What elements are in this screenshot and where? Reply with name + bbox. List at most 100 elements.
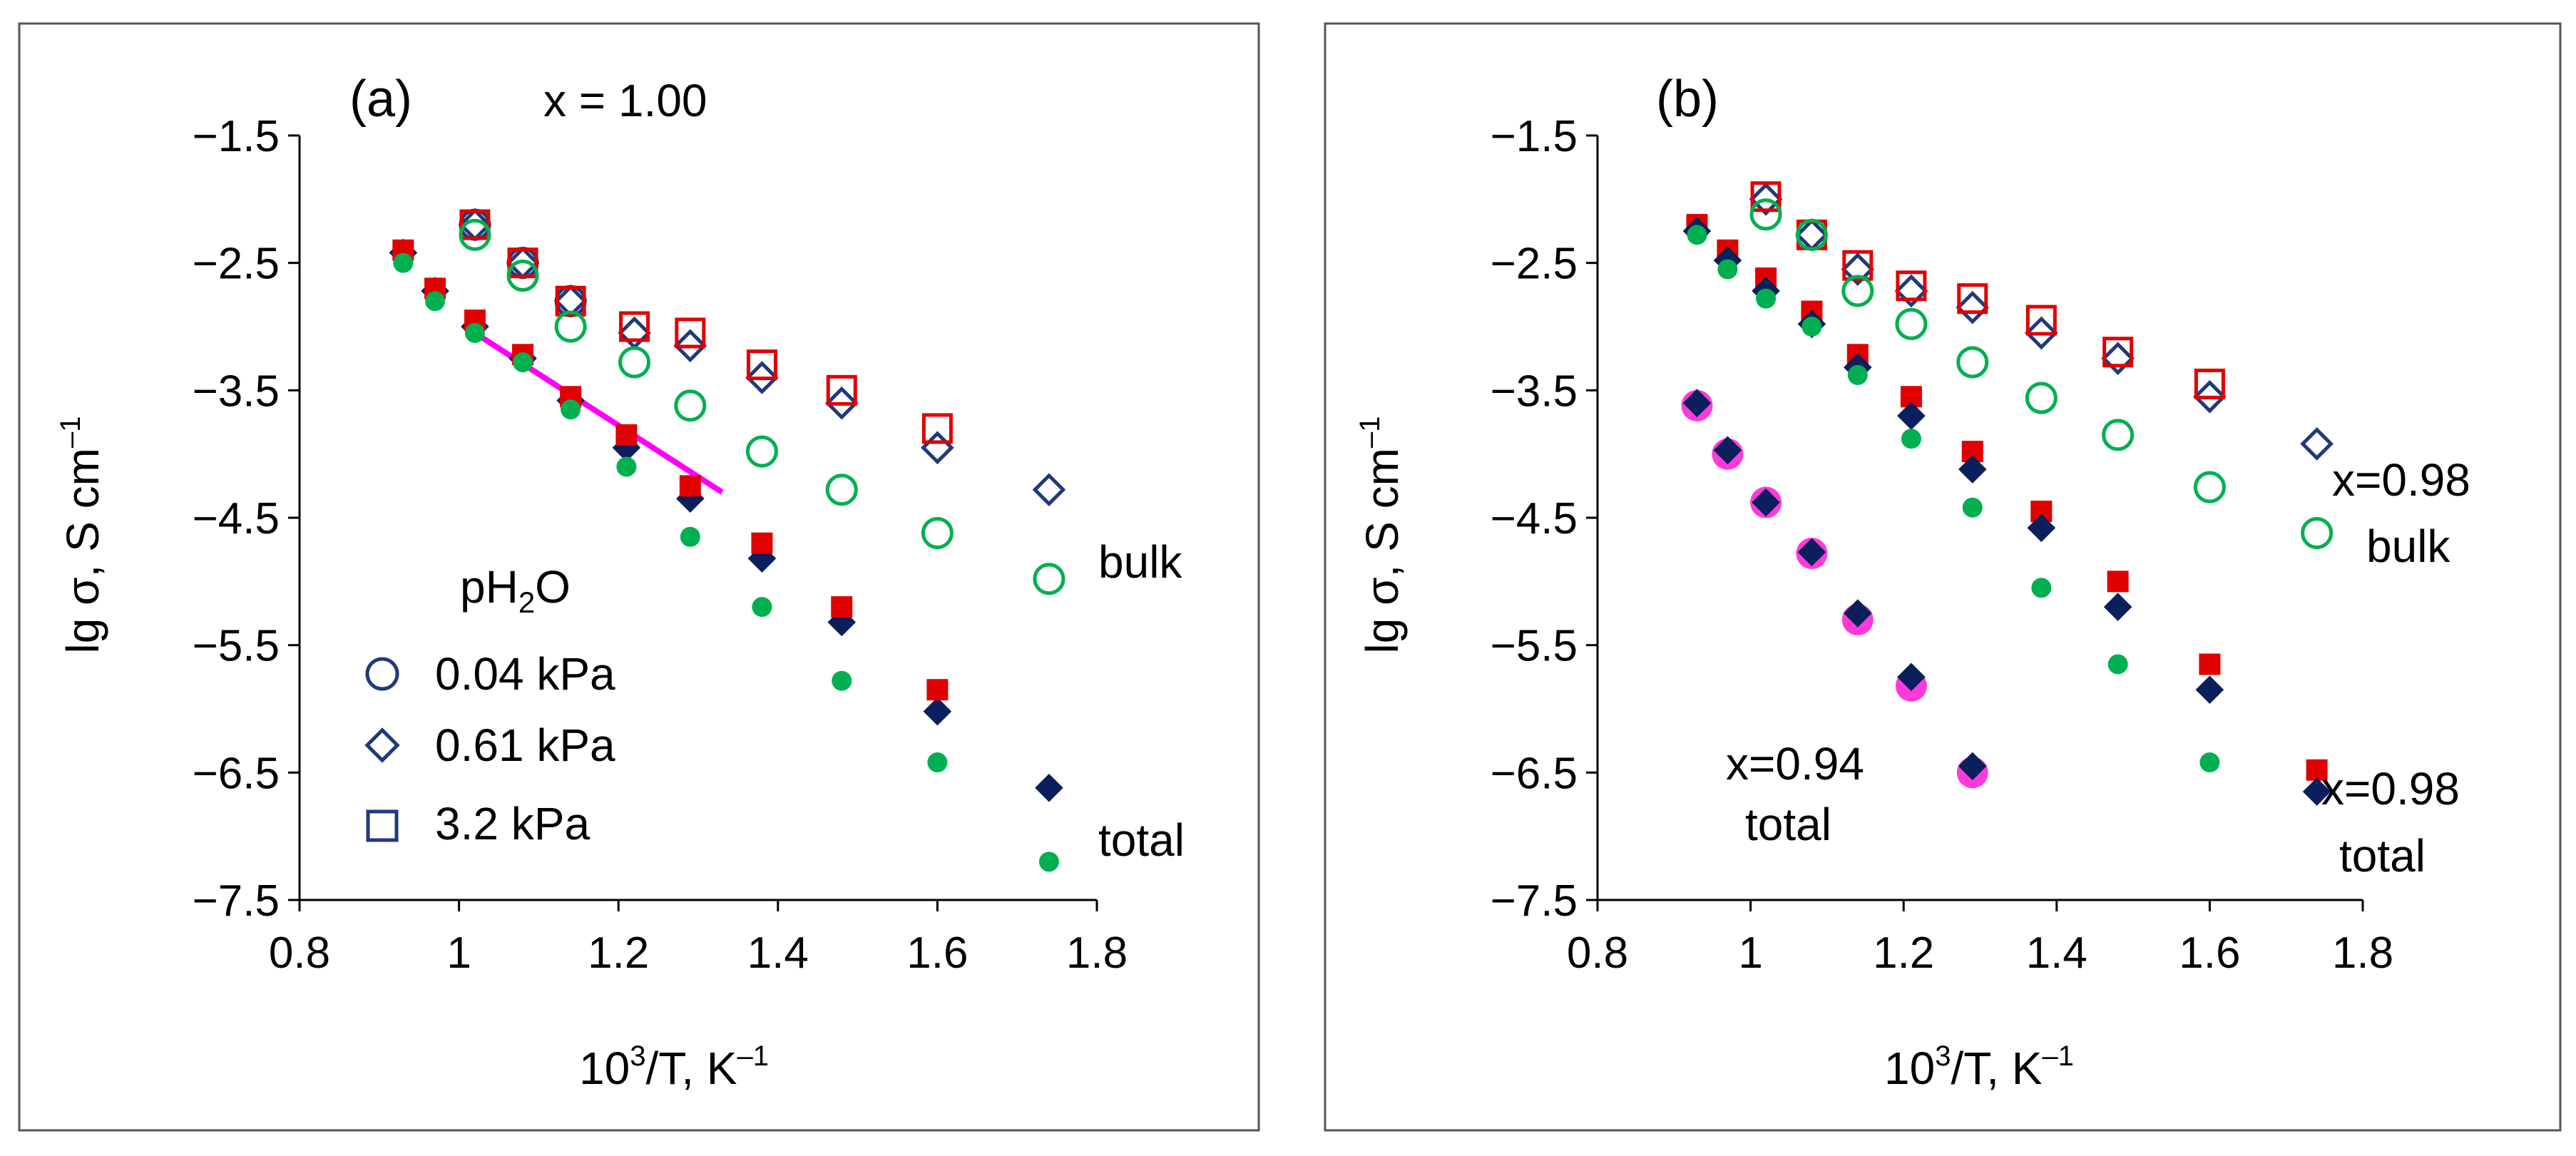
panel-a-xlabel: 103/T, K–1 [579, 1040, 769, 1094]
panel-a-xlabel-rest: /T, K [645, 1043, 737, 1094]
y-tick-label: −5.5 [1491, 622, 1578, 671]
panel-a-marks [389, 208, 1066, 872]
data-point-open-circle [459, 218, 491, 251]
panel-a-legend-title-main: pH [460, 561, 518, 613]
y-tick-label: −6.5 [193, 749, 280, 798]
x-tick-label: 0.8 [1567, 929, 1628, 978]
panel-b: (b) −1.5 −2.5 −3.5 −4.5 −5.5 −6.5 −7.5 0.8 1 1.2… [1324, 22, 2562, 1132]
data-point-filled-diamond [1035, 773, 1063, 802]
panel-b-xlabel-main: 10 [1884, 1043, 1935, 1094]
data-point-open-square [826, 374, 857, 406]
x-tick-label: 1.2 [588, 929, 649, 978]
data-point-filled-square [615, 424, 638, 446]
data-point-open-diamond [824, 386, 859, 420]
data-point-filled-circle [832, 670, 852, 691]
data-point-open-square [507, 247, 538, 279]
data-point-open-circle [506, 260, 539, 292]
panel-b-total98-composition: x=0.98 [2321, 763, 2460, 814]
data-point-open-square [619, 311, 650, 342]
data-point-filled-square [926, 679, 949, 701]
x-tick-label: 1.2 [1873, 929, 1934, 978]
x-tick-label: 1.4 [747, 929, 809, 978]
data-point-open-square [2025, 305, 2057, 336]
y-tick-label: −4.5 [193, 494, 280, 543]
data-point-open-circle [2301, 516, 2334, 549]
data-point-filled-circle [393, 252, 414, 273]
data-point-filled-diamond [2195, 675, 2224, 704]
panel-a-xlabel-main: 10 [579, 1043, 630, 1094]
legend-open-circle-icon [365, 657, 399, 691]
data-point-filled-diamond [1682, 389, 1712, 417]
data-point-filled-circle [1756, 288, 1777, 309]
data-point-filled-diamond [2027, 513, 2056, 543]
x-tick-label: 1 [446, 929, 471, 978]
data-point-filled-circle [1847, 364, 1868, 385]
panel-b-bulk-label: bulk [2366, 521, 2450, 572]
data-point-open-diamond [458, 208, 492, 242]
panel-a-xlabel-exp: –1 [737, 1040, 769, 1072]
data-point-filled-diamond [1797, 538, 1826, 567]
panel-a: (a) x = 1.00 −1.5 −2.5 −3.5 −4.5 −5.5 −6.5 −7.… [18, 22, 1260, 1132]
panel-a-plot-area: −1.5 −2.5 −3.5 −4.5 −5.5 −6.5 −7.5 0.8 1 1.2 1.4 1… [193, 112, 1128, 978]
data-point-open-circle [1841, 275, 1874, 307]
y-tick-label: −6.5 [1491, 749, 1578, 798]
data-point-filled-circle [1717, 259, 1738, 280]
y-tick-label: −4.5 [1491, 494, 1578, 543]
data-point-open-diamond [745, 361, 779, 394]
data-point-filled-square [2107, 571, 2129, 593]
data-point-filled-circle [616, 456, 637, 477]
data-point-filled-square [2306, 759, 2328, 781]
x-tick-label: 1.6 [2179, 929, 2240, 978]
panel-b-ylabel: lg σ, S cm–1 [1354, 416, 1408, 654]
data-point-open-circle [1749, 198, 1782, 231]
data-point-filled-circle [1901, 429, 1921, 449]
x-tick-label: 1.8 [2332, 929, 2393, 978]
data-point-filled-diamond [1897, 663, 1926, 692]
data-point-open-square [2194, 368, 2225, 399]
data-point-filled-circle [425, 291, 446, 312]
data-point-filled-circle [561, 399, 581, 420]
y-tick-label: −1.5 [1491, 112, 1578, 161]
panel-b-ylabel-main: lg σ, S cm [1356, 448, 1408, 653]
data-point-filled-circle [752, 597, 772, 618]
panel-b-y-ticks: −1.5 −2.5 −3.5 −4.5 −5.5 −6.5 −7.5 [1491, 112, 1598, 926]
data-point-filled-square [831, 596, 853, 618]
panel-a-bulk-label: bulk [1098, 536, 1182, 588]
data-point-filled-circle [1962, 497, 1983, 518]
panel-a-frame [18, 22, 1260, 1132]
data-point-filled-diamond [2103, 593, 2132, 621]
panel-a-legend-title-rest: O [535, 561, 571, 613]
panel-a-tag: (a) [349, 71, 412, 128]
data-point-open-square [921, 413, 953, 444]
data-point-open-circle [921, 516, 954, 549]
panel-a-y-ticks: −1.5 −2.5 −3.5 −4.5 −5.5 −6.5 −7.5 [193, 112, 300, 926]
panel-a-legend: pH2O 0.04 kPa 0.61 kPa 3.2 kPa [364, 561, 615, 849]
panel-b-xlabel-exp: –1 [2042, 1040, 2074, 1072]
data-point-filled-square [679, 475, 701, 497]
data-point-open-diamond [2193, 379, 2227, 414]
data-point-open-square [1842, 250, 1874, 281]
data-point-open-circle [2025, 382, 2058, 414]
data-point-open-circle [2102, 419, 2135, 451]
data-point-open-square [1957, 283, 1988, 314]
panel-a-total-label: total [1098, 814, 1185, 866]
data-point-open-diamond [1795, 218, 1829, 252]
data-point-filled-diamond [1752, 488, 1780, 517]
y-tick-label: −1.5 [193, 112, 280, 161]
x-tick-label: 1.8 [1066, 929, 1128, 978]
data-point-open-diamond [1032, 473, 1066, 507]
data-point-open-circle [1795, 218, 1828, 251]
panel-b-x-ticks: 0.8 1 1.2 1.4 1.6 1.8 [1567, 900, 2393, 978]
data-point-open-circle [825, 474, 858, 506]
data-point-open-circle [618, 346, 651, 379]
panel-b-ylabel-exp: –1 [1354, 416, 1386, 449]
y-tick-label: −3.5 [193, 367, 280, 416]
y-tick-label: −3.5 [1491, 367, 1578, 416]
panel-a-x-ticks: 0.8 1 1.2 1.4 1.6 1.8 [269, 900, 1128, 978]
x-tick-label: 1.6 [906, 929, 968, 978]
panel-a-legend-title: pH2O [460, 561, 571, 619]
panel-a-ylabel: lg σ, S cm–1 [55, 416, 108, 654]
panel-a-legend-item-1: 0.04 kPa [435, 648, 615, 700]
legend-open-diamond-icon [364, 727, 400, 763]
